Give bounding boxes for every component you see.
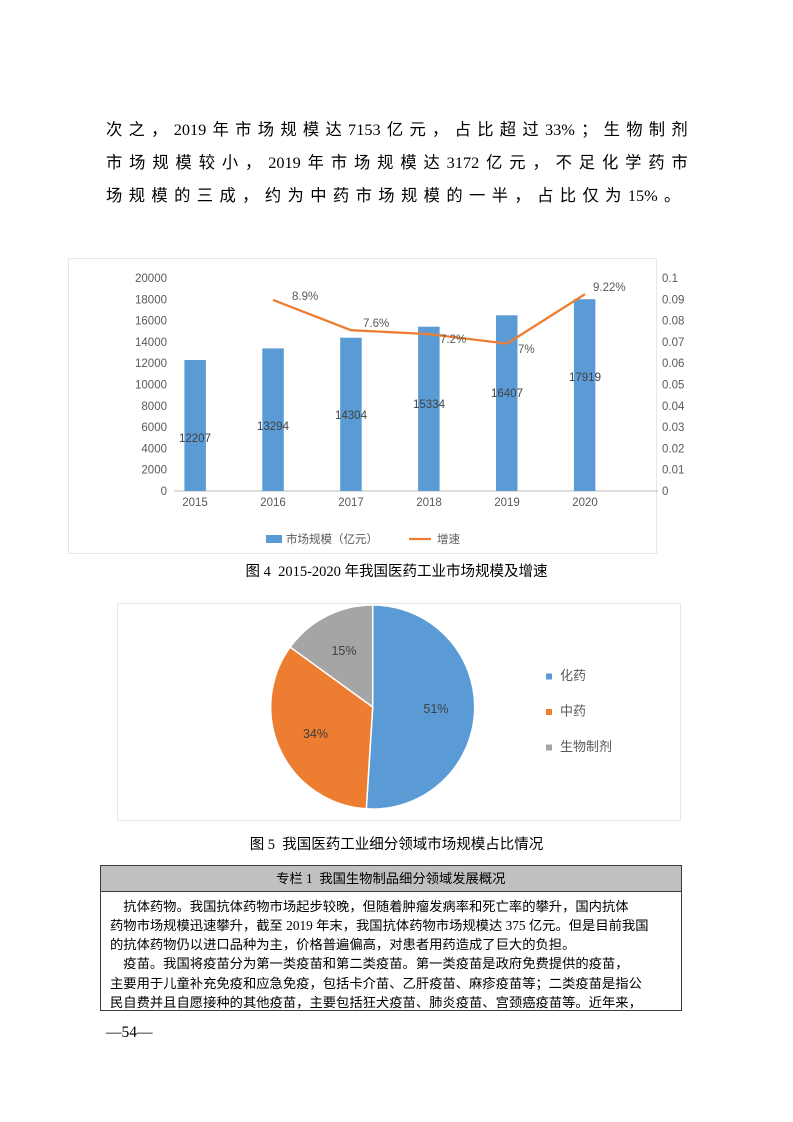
svg-text:13294: 13294: [257, 421, 290, 433]
svg-text:2020: 2020: [572, 497, 598, 509]
svg-text:0.03: 0.03: [662, 422, 684, 434]
svg-text:化药: 化药: [560, 668, 586, 683]
svg-text:18000: 18000: [135, 294, 167, 306]
svg-text:12000: 12000: [135, 358, 167, 370]
svg-text:16407: 16407: [491, 388, 523, 400]
svg-text:17919: 17919: [569, 372, 601, 384]
svg-text:14304: 14304: [335, 410, 368, 422]
svg-text:6000: 6000: [141, 422, 167, 434]
svg-text:0.1: 0.1: [662, 273, 678, 285]
svg-text:20000: 20000: [135, 273, 167, 285]
svg-text:8000: 8000: [141, 401, 167, 413]
svg-text:2017: 2017: [338, 497, 364, 509]
svg-text:0.02: 0.02: [662, 443, 684, 455]
svg-text:0.06: 0.06: [662, 358, 684, 370]
svg-text:0.04: 0.04: [662, 401, 685, 413]
svg-text:2018: 2018: [416, 497, 442, 509]
svg-text:2016: 2016: [260, 497, 286, 509]
svg-text:增速: 增速: [437, 532, 460, 546]
svg-text:0.09: 0.09: [662, 294, 684, 306]
svg-text:9.22%: 9.22%: [593, 282, 626, 294]
svg-text:0.07: 0.07: [662, 337, 684, 349]
svg-text:12207: 12207: [179, 433, 211, 445]
svg-text:34%: 34%: [303, 727, 328, 741]
svg-text:51%: 51%: [423, 702, 448, 716]
svg-text:0.01: 0.01: [662, 465, 684, 477]
svg-text:2015: 2015: [182, 497, 208, 509]
svg-text:15%: 15%: [331, 644, 356, 658]
svg-text:8.9%: 8.9%: [292, 291, 318, 303]
svg-text:16000: 16000: [135, 316, 167, 328]
svg-text:0.05: 0.05: [662, 380, 684, 392]
svg-text:0: 0: [161, 486, 167, 498]
svg-text:7.2%: 7.2%: [440, 334, 466, 346]
svg-text:市场规模（亿元）: 市场规模（亿元）: [286, 532, 378, 546]
svg-text:生物制剂: 生物制剂: [560, 739, 612, 754]
svg-text:14000: 14000: [135, 337, 167, 349]
svg-text:7.6%: 7.6%: [363, 318, 389, 330]
svg-text:2000: 2000: [141, 465, 167, 477]
svg-text:0: 0: [662, 486, 668, 498]
svg-text:0.08: 0.08: [662, 316, 684, 328]
svg-text:15334: 15334: [413, 399, 446, 411]
svg-text:4000: 4000: [141, 443, 167, 455]
svg-text:10000: 10000: [135, 380, 167, 392]
svg-text:7%: 7%: [518, 344, 535, 356]
svg-text:2019: 2019: [494, 497, 520, 509]
svg-text:中药: 中药: [560, 704, 586, 719]
